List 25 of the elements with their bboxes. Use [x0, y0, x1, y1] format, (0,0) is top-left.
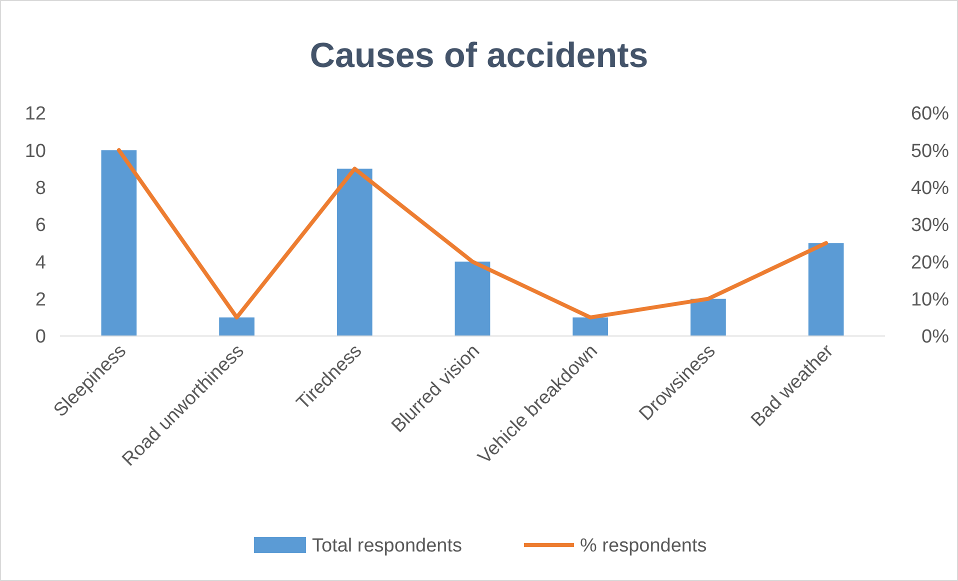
bar — [219, 317, 254, 336]
y-tick-label: 2 — [35, 289, 46, 310]
y2-tick-label: 10% — [910, 289, 950, 310]
y2-tick-label: 30% — [910, 215, 950, 236]
bar — [690, 298, 726, 336]
y-tick-label: 6 — [35, 215, 46, 236]
y-tick-label: 4 — [35, 252, 46, 274]
bar — [808, 243, 844, 336]
y2-tick-label: 60% — [910, 104, 950, 125]
y-tick-label: 12 — [24, 104, 46, 125]
legend-label: Total respondents — [312, 536, 462, 557]
y2-tick-label: 40% — [910, 178, 950, 199]
y2-tick-label: 20% — [910, 252, 950, 274]
bar — [454, 262, 490, 336]
y-tick-label: 8 — [35, 178, 46, 199]
bar — [101, 150, 137, 336]
line-series — [116, 148, 828, 320]
chart-title: Causes of accidents — [310, 36, 648, 75]
y2-tick-label: 50% — [910, 140, 950, 162]
bar — [572, 317, 608, 336]
bar — [336, 168, 372, 336]
y-tick-label: 0 — [35, 326, 46, 348]
y-tick-label: 10 — [24, 140, 46, 162]
legend-label: % respondents — [580, 536, 707, 557]
y2-tick-label: 0% — [922, 326, 950, 348]
